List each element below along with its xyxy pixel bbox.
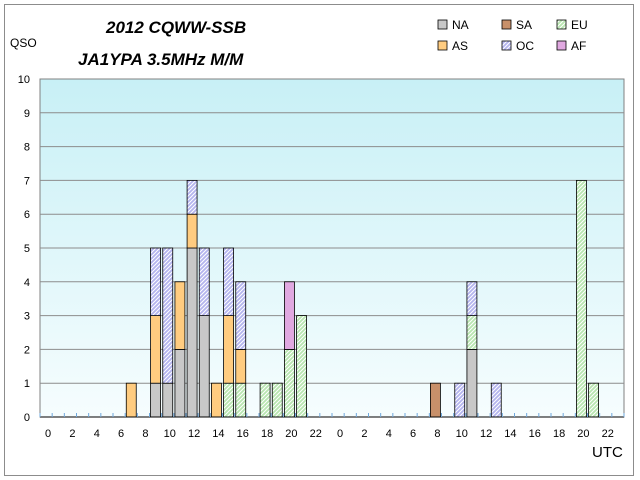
y-tick-label: 5 (24, 243, 30, 255)
x-tick-label: 18 (261, 428, 273, 440)
x-tick-label: 20 (285, 428, 297, 440)
x-tick-label: 12 (188, 428, 200, 440)
bar-as (186, 213, 198, 249)
bar-eu (259, 382, 271, 418)
legend-label-oc: OC (516, 39, 534, 53)
x-tick-label: 0 (45, 428, 51, 440)
bar-as (125, 382, 137, 418)
bar-af (284, 281, 295, 350)
x-tick-label: 10 (456, 428, 468, 440)
legend-swatch-eu (556, 19, 567, 30)
y-tick-label: 8 (24, 142, 30, 154)
bar-eu (296, 315, 307, 418)
legend-swatch-oc (501, 40, 512, 51)
y-tick-label: 10 (18, 74, 30, 86)
legend-swatch-af (556, 40, 567, 51)
legend-label-af: AF (571, 39, 586, 53)
x-axis-label: UTC (592, 444, 623, 461)
legend-label-na: NA (452, 18, 469, 32)
bar-oc (490, 382, 502, 418)
bar-oc (186, 179, 198, 215)
chart-title: 2012 CQWW-SSB (106, 18, 247, 37)
bar-na (174, 348, 186, 418)
bar-na (198, 315, 210, 418)
y-tick-label: 2 (24, 344, 30, 356)
x-tick-label: 6 (410, 428, 416, 440)
legend-swatch-sa (501, 19, 512, 30)
x-tick-label: 2 (69, 428, 75, 440)
x-tick-label: 22 (602, 428, 614, 440)
chart-subtitle: JA1YPA 3.5MHz M/M (78, 50, 244, 69)
bar-eu (576, 179, 587, 418)
y-tick-label: 0 (24, 412, 30, 424)
bar-oc (235, 281, 247, 350)
y-tick-label: 9 (24, 108, 30, 120)
bar-sa (430, 382, 441, 418)
legend-label-sa: SA (516, 18, 532, 32)
bar-eu (235, 382, 247, 418)
x-tick-label: 6 (118, 428, 124, 440)
bar-oc (223, 247, 234, 316)
x-tick-label: 18 (553, 428, 565, 440)
y-tick-label: 1 (24, 378, 30, 390)
x-tick-label: 2 (361, 428, 367, 440)
x-tick-label: 0 (337, 428, 343, 440)
x-tick-label: 14 (504, 428, 516, 440)
bar-oc (162, 247, 174, 384)
x-tick-label: 14 (212, 428, 224, 440)
bar-oc (466, 281, 478, 316)
y-tick-label: 7 (24, 175, 30, 187)
legend-swatch-na (437, 19, 448, 30)
y-tick-label: 6 (24, 209, 30, 221)
bar-eu (466, 315, 478, 350)
bar-as (235, 348, 247, 384)
bar-na (466, 348, 478, 418)
bar-oc (454, 382, 466, 418)
bar-as (150, 315, 161, 384)
bar-oc (150, 247, 161, 316)
x-tick-label: 10 (164, 428, 176, 440)
legend-label-eu: EU (571, 18, 588, 32)
bar-oc (198, 247, 210, 316)
bar-as (211, 382, 222, 418)
x-tick-label: 4 (386, 428, 392, 440)
bar-as (174, 281, 186, 350)
x-tick-label: 22 (310, 428, 322, 440)
bar-eu (223, 382, 234, 418)
bar-eu (284, 348, 295, 418)
x-tick-label: 16 (237, 428, 249, 440)
x-tick-label: 4 (94, 428, 100, 440)
x-tick-label: 12 (480, 428, 492, 440)
x-tick-label: 8 (434, 428, 440, 440)
x-tick-label: 16 (529, 428, 541, 440)
y-axis-label: QSO (10, 36, 37, 50)
bar-as (223, 315, 234, 384)
y-tick-label: 3 (24, 311, 30, 323)
bar-eu (588, 382, 599, 418)
x-tick-label: 8 (142, 428, 148, 440)
bar-na (150, 382, 161, 418)
bar-na (186, 247, 198, 418)
x-tick-label: 20 (577, 428, 589, 440)
bar-na (162, 382, 174, 418)
bar-eu (271, 382, 283, 418)
legend-label-as: AS (452, 39, 468, 53)
legend-swatch-as (437, 40, 448, 51)
y-tick-label: 4 (24, 277, 30, 289)
